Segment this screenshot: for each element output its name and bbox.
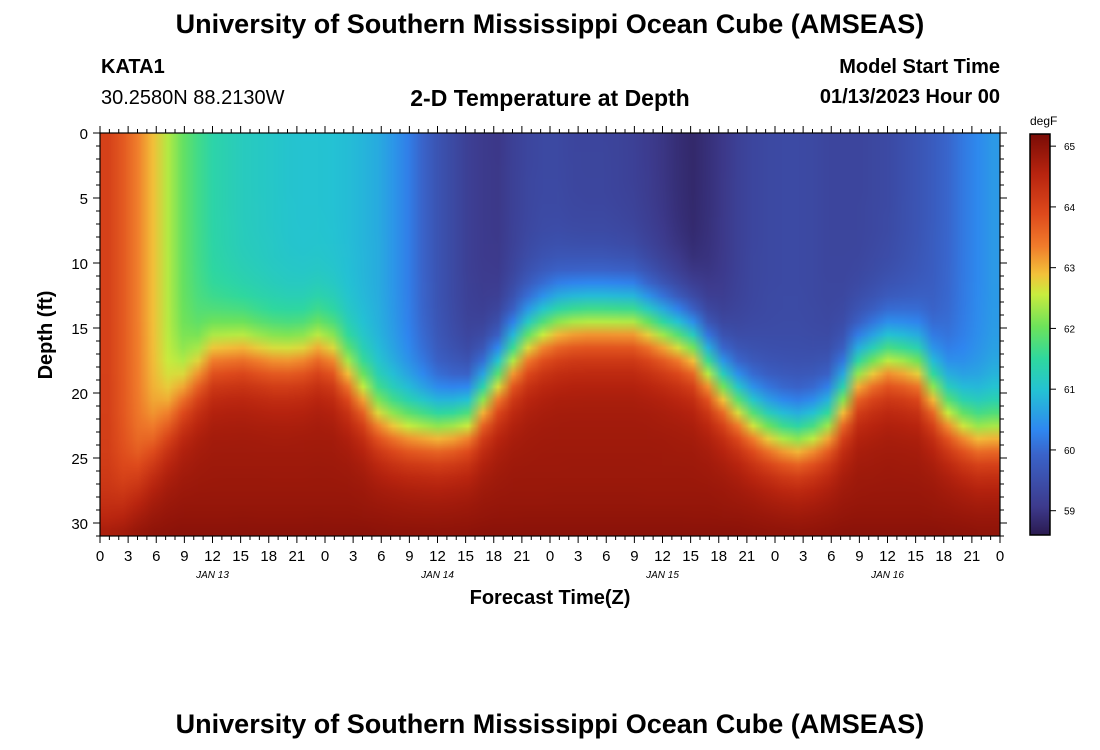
- x-tick-label: 6: [602, 548, 610, 565]
- x-tick-label: 21: [289, 548, 306, 565]
- y-tick-label: 20: [71, 386, 88, 403]
- station-id: KATA1: [101, 56, 165, 78]
- x-tick-label: 3: [349, 548, 357, 565]
- x-tick-label: 15: [457, 548, 474, 565]
- colorbar-tick-label: 62: [1064, 324, 1076, 335]
- y-tick-label: 10: [71, 256, 88, 273]
- plot-frame: [99, 132, 1001, 537]
- x-tick-label: 9: [855, 548, 863, 565]
- x-tick-label: 12: [654, 548, 671, 565]
- x-tick-label: 3: [799, 548, 807, 565]
- x-tick-label: 18: [260, 548, 277, 565]
- x-tick-label: 21: [964, 548, 981, 565]
- y-tick-label: 30: [71, 516, 88, 533]
- y-tick-label: 0: [80, 126, 88, 143]
- date-label: JAN 16: [870, 570, 904, 581]
- colorbar-tick-label: 64: [1064, 203, 1076, 214]
- x-tick-label: 12: [204, 548, 221, 565]
- x-tick-label: 0: [996, 548, 1004, 565]
- station-coordinates: 30.2580N 88.2130W: [101, 87, 285, 109]
- colorbar-ticks: 59 60 61 62 63 64 65: [1050, 142, 1076, 518]
- colorbar-tick-label: 60: [1064, 446, 1076, 457]
- x-tick-label: 12: [429, 548, 446, 565]
- y-tick-label: 5: [80, 191, 88, 208]
- x-tick-label: 0: [321, 548, 329, 565]
- date-label: JAN 13: [195, 570, 229, 581]
- x-tick-label: 6: [377, 548, 385, 565]
- x-tick-label: 18: [485, 548, 502, 565]
- colorbar-tick-label: 63: [1064, 264, 1076, 275]
- model-start-label: Model Start Time: [839, 56, 1000, 78]
- x-tick-label: 3: [574, 548, 582, 565]
- x-tick-label: 3: [124, 548, 132, 565]
- model-start-time: 01/13/2023 Hour 00: [819, 86, 1000, 108]
- colorbar-tick-label: 65: [1064, 142, 1076, 153]
- date-label: JAN 14: [420, 570, 454, 581]
- x-tick-label: 9: [180, 548, 188, 565]
- x-tick-label: 0: [546, 548, 554, 565]
- y-axis-label: Depth (ft): [35, 291, 57, 380]
- date-label: JAN 15: [645, 570, 679, 581]
- page-title: University of Southern Mississippi Ocean…: [175, 9, 925, 39]
- colorbar-tick-label: 61: [1064, 385, 1076, 396]
- x-axis: 0 3 6 9 12 15 18 21 0 3 6 9 12 15 18 21 0 3 6 9 12 15 18 21 0 3 6 9…: [96, 126, 1004, 581]
- x-tick-label: 15: [682, 548, 699, 565]
- colorbar: [1029, 133, 1051, 536]
- colorbar-units: degF: [1030, 114, 1057, 128]
- temperature-heatmap: [100, 133, 1000, 536]
- x-tick-label: 21: [514, 548, 531, 565]
- colorbar-tick-label: 59: [1064, 507, 1076, 518]
- y-tick-label: 15: [71, 321, 88, 338]
- x-tick-label: 6: [827, 548, 835, 565]
- x-axis-label: Forecast Time(Z): [470, 587, 631, 609]
- chart-title: 2-D Temperature at Depth: [410, 85, 690, 111]
- x-tick-label: 0: [771, 548, 779, 565]
- footer-title: University of Southern Mississippi Ocean…: [175, 709, 925, 739]
- x-tick-label: 15: [907, 548, 924, 565]
- y-tick-label: 25: [71, 451, 88, 468]
- x-tick-label: 0: [96, 548, 104, 565]
- x-tick-label: 21: [739, 548, 756, 565]
- x-tick-label: 15: [232, 548, 249, 565]
- x-tick-label: 18: [935, 548, 952, 565]
- x-tick-label: 9: [405, 548, 413, 565]
- y-axis: 0 5 10 15 20 25 30: [71, 126, 1007, 537]
- x-tick-label: 9: [630, 548, 638, 565]
- x-tick-label: 18: [710, 548, 727, 565]
- x-tick-label: 12: [879, 548, 896, 565]
- x-tick-label: 6: [152, 548, 160, 565]
